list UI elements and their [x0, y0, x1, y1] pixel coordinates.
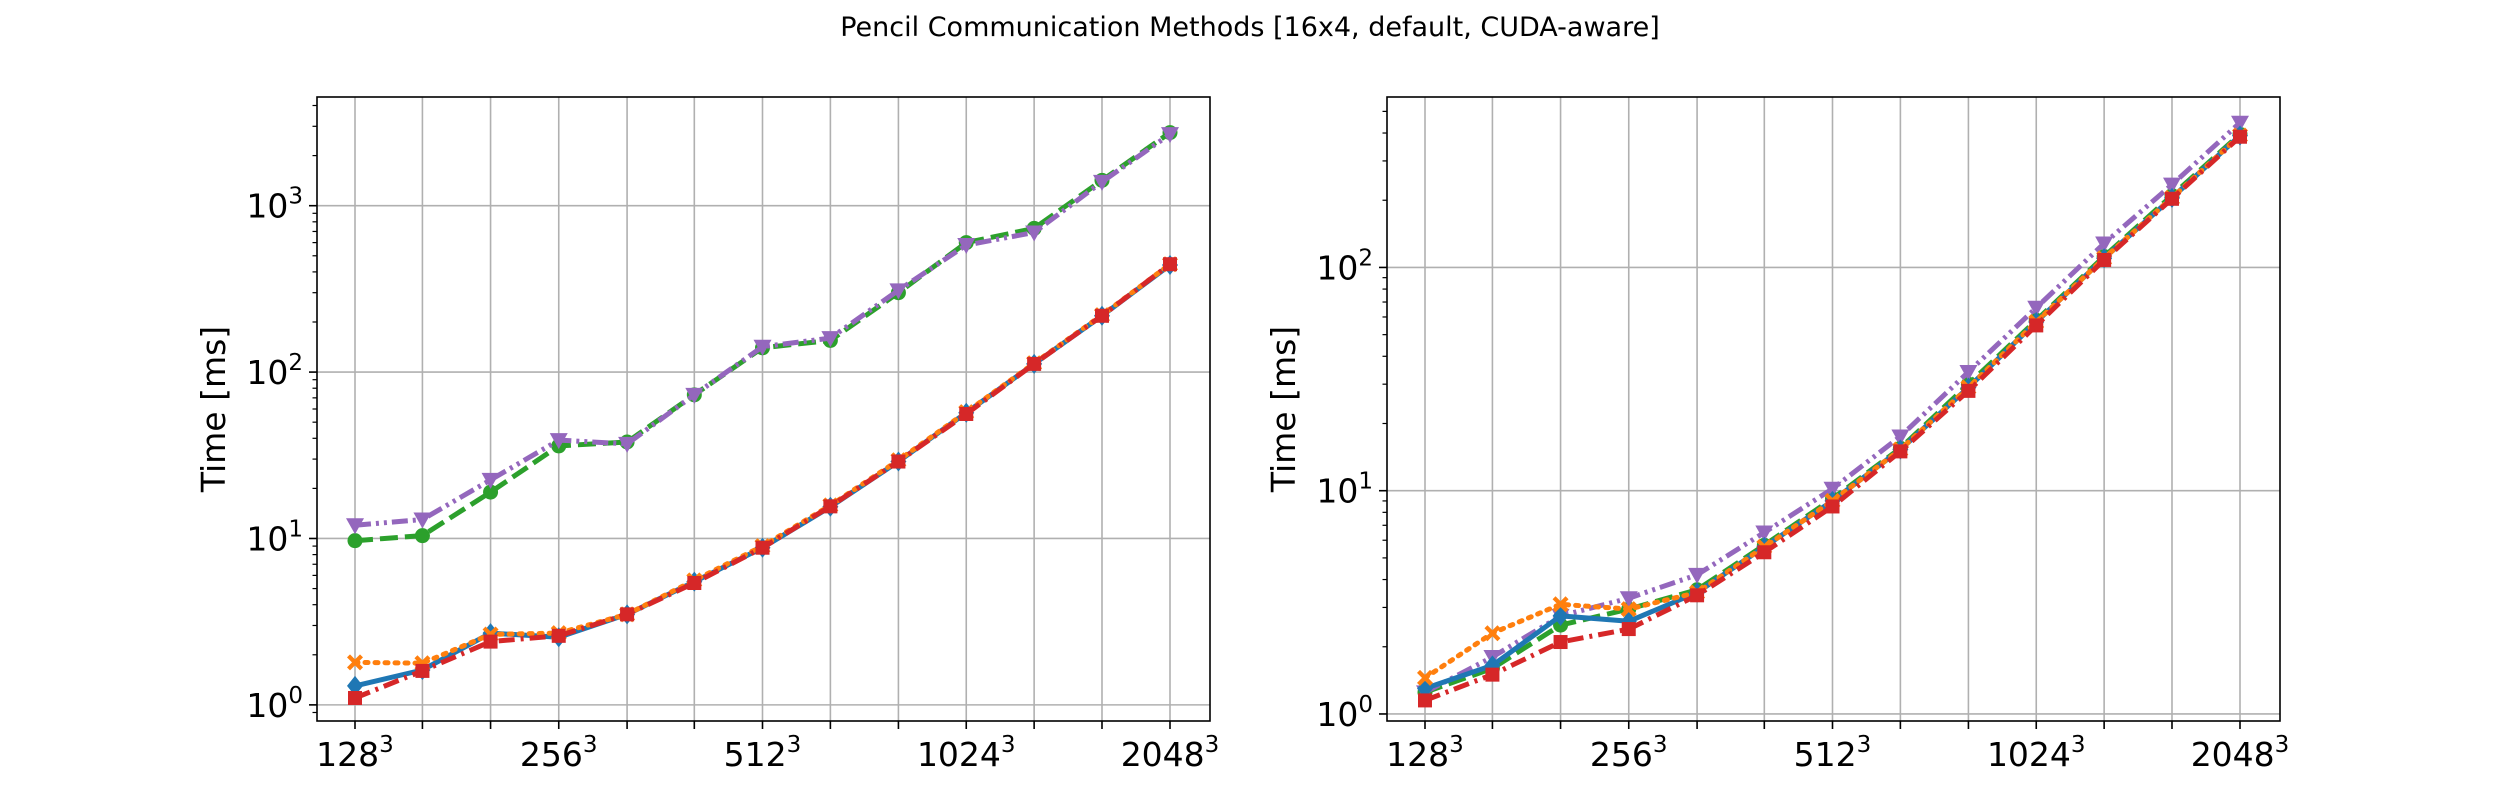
data-point — [347, 675, 363, 696]
x-tick-label: 10243 — [1987, 732, 2086, 774]
data-point — [1163, 257, 1177, 272]
plot-frame — [1386, 96, 2281, 722]
data-point — [2233, 129, 2247, 144]
chart-panel-2: 1283 2563 5123 10243 20483 100 101 102 Time [ms] — [1264, 96, 2290, 774]
data-point — [957, 238, 976, 255]
x-tick-label: 20483 — [1121, 732, 1220, 774]
data-point — [414, 528, 430, 544]
data-point — [891, 454, 906, 469]
data-point — [618, 436, 637, 453]
data-point — [481, 472, 500, 489]
data-point — [347, 533, 363, 549]
y-tick-label: 101 — [1316, 469, 1373, 511]
data-point — [959, 406, 974, 421]
data-point — [346, 518, 364, 535]
y-tick-label: 103 — [246, 184, 303, 226]
data-point — [2162, 177, 2181, 194]
y-tick-label: 102 — [1316, 245, 1373, 287]
data-point — [2095, 236, 2114, 253]
data-point — [1094, 308, 1109, 323]
data-point — [1620, 601, 1637, 618]
data-point — [549, 433, 568, 450]
data-point — [1552, 596, 1569, 613]
y-axis-label: Time [ms] — [194, 326, 233, 493]
x-tick-label: 2563 — [1590, 732, 1668, 774]
data-point — [1961, 383, 1976, 398]
data-point — [1688, 567, 1707, 584]
data-point — [1484, 625, 1501, 642]
data-point — [1690, 588, 1705, 603]
data-point — [687, 576, 702, 591]
chart-panel-1: 1283 2563 5123 10243 20483 100 101 102 103 Time [… — [194, 96, 1220, 774]
data-point — [1027, 356, 1042, 371]
series-5 — [1418, 129, 2247, 708]
data-point — [483, 484, 499, 500]
data-point — [1417, 669, 1433, 686]
data-point — [2097, 252, 2112, 267]
y-axis-label: Time [ms] — [1264, 326, 1303, 493]
y-tick-label: 100 — [246, 683, 303, 725]
data-point — [1418, 693, 1432, 708]
data-point — [413, 512, 432, 529]
x-tick-label: 20483 — [2191, 732, 2290, 774]
data-point — [823, 499, 838, 514]
data-point — [755, 540, 770, 555]
data-point — [685, 387, 704, 404]
x-tick-label: 5123 — [1794, 732, 1872, 774]
data-point — [551, 628, 566, 643]
x-tick-label: 10243 — [917, 732, 1016, 774]
data-point — [1959, 365, 1978, 382]
data-point — [2231, 115, 2249, 132]
data-point — [483, 634, 498, 649]
data-point — [1825, 499, 1840, 514]
data-point — [1893, 444, 1908, 459]
data-point — [620, 607, 635, 622]
data-point — [2029, 318, 2044, 333]
data-point — [1025, 225, 1044, 242]
data-point — [1161, 127, 1179, 144]
y-tick-label: 101 — [246, 516, 303, 558]
data-point — [1891, 429, 1910, 446]
plot-frame — [316, 96, 1211, 722]
data-point — [1755, 525, 1774, 542]
data-point — [1757, 545, 1772, 560]
data-point — [821, 331, 840, 348]
data-point — [347, 654, 363, 671]
x-tick-label: 2563 — [520, 732, 598, 774]
series-5 — [348, 257, 1177, 705]
data-point — [889, 283, 908, 300]
figure-title: Pencil Communication Methods [16x4, defa… — [840, 12, 1660, 43]
data-point — [2027, 300, 2046, 317]
x-tick-label: 5123 — [724, 732, 802, 774]
data-point — [1553, 635, 1568, 650]
data-point — [753, 339, 772, 356]
x-tick-label: 1283 — [1386, 732, 1464, 774]
data-point — [1485, 667, 1500, 682]
data-point — [1823, 481, 1842, 498]
data-point — [1619, 591, 1638, 608]
data-point — [1092, 174, 1111, 191]
data-point — [415, 663, 430, 678]
series-2 — [346, 127, 1179, 535]
x-tick-label: 1283 — [316, 732, 394, 774]
data-point — [2164, 191, 2179, 206]
y-tick-label: 100 — [1316, 692, 1373, 734]
y-tick-label: 102 — [246, 350, 303, 392]
data-point — [348, 690, 362, 705]
data-point — [1621, 622, 1636, 637]
